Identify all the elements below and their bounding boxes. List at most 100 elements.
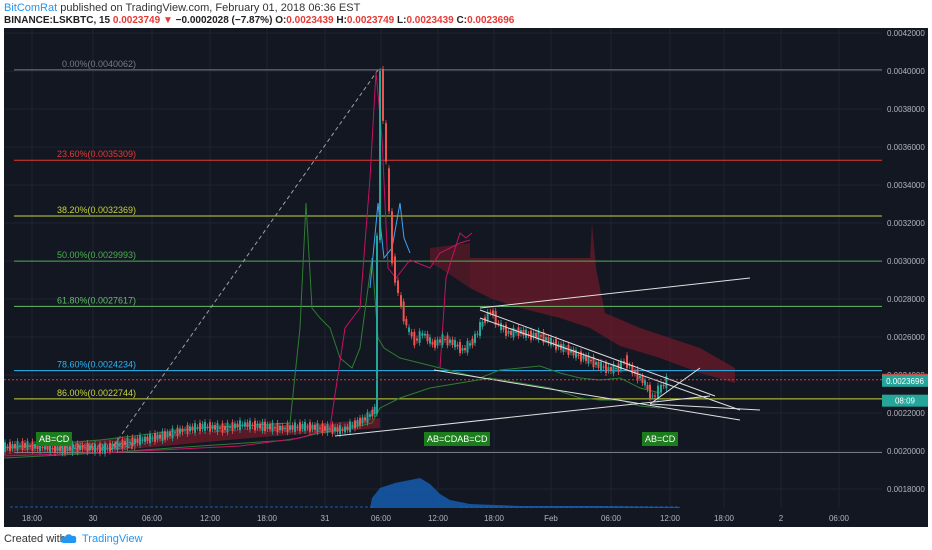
candle-body: [394, 256, 396, 283]
fib-level-label: 78.60%(0.0024234): [57, 360, 136, 370]
volume-bar: [340, 506, 343, 508]
candle-body: [314, 424, 316, 430]
price-chart[interactable]: 0.00%(0.0040062) 23.60%(0.0035309) 38.20%(…: [0, 28, 932, 527]
candle-body: [339, 425, 341, 435]
candle-body: [226, 422, 229, 433]
candle-body: [211, 424, 214, 430]
candle-body: [662, 384, 665, 387]
volume-bar: [45, 506, 48, 508]
wedge-drawings[interactable]: [334, 277, 761, 437]
volume-bar: [490, 506, 493, 508]
candle-body: [69, 446, 71, 451]
close-value: 0.0023696: [467, 15, 515, 26]
wedge-trendline: [649, 403, 761, 411]
fib-trend-line: [109, 69, 379, 452]
candle-body: [71, 443, 74, 453]
candle-body: [221, 423, 224, 433]
fib-level-label: 38.20%(0.0032369): [57, 205, 136, 215]
abcd-annotation-box: [642, 432, 678, 446]
candle-body: [500, 322, 502, 331]
volume-bar: [240, 506, 243, 508]
candle-body: [610, 367, 612, 372]
candle-body: [6, 446, 9, 448]
candle-body: [356, 420, 359, 427]
candle-body: [469, 343, 471, 346]
candle-body: [94, 443, 96, 453]
candle-body: [441, 334, 444, 345]
candle-body: [646, 385, 649, 390]
plot-background: [4, 28, 882, 508]
candle-body: [109, 443, 111, 452]
time-tick-label: 06:00: [142, 514, 163, 523]
price-tick-label: 0.0032000: [887, 219, 925, 228]
volume-bar: [120, 506, 123, 508]
volume-bar: [255, 506, 258, 508]
candle-body: [79, 445, 81, 450]
volume-bar: [525, 506, 528, 508]
price-axis[interactable]: 0.0042000 0.0040000 0.0038000 0.0036000 0.00…: [887, 29, 925, 494]
candle-body: [444, 338, 446, 340]
candle-body: [124, 441, 126, 446]
candle-body: [429, 337, 431, 344]
high-value: 0.0023749: [346, 15, 395, 26]
candle-body: [660, 384, 662, 393]
candle-body: [31, 441, 34, 451]
candle-body: [577, 354, 580, 357]
candle-body: [582, 355, 585, 360]
candle-body: [296, 426, 299, 428]
volume-bar: [310, 506, 313, 508]
candle-body: [597, 361, 600, 368]
volume-bar: [575, 506, 578, 508]
candle-body: [139, 435, 141, 446]
fibonacci-retracement[interactable]: 0.00%(0.0040062) 23.60%(0.0035309) 38.20%(…: [14, 59, 882, 453]
volume-bar: [595, 506, 598, 508]
candle-body: [244, 422, 246, 427]
candle-body: [41, 446, 44, 448]
candle-body: [251, 425, 254, 427]
candle-body: [454, 340, 456, 348]
tradingview-cloud-icon[interactable]: [60, 531, 78, 545]
candle-body: [402, 301, 405, 322]
candle-body: [654, 395, 656, 397]
candle-body: [171, 428, 174, 439]
abcd-annotations[interactable]: AB=CD AB=CDAB=CD AB=CD: [36, 432, 678, 446]
candle-body: [19, 445, 21, 447]
candle-body: [359, 417, 361, 426]
author-link[interactable]: BitComRat: [4, 2, 58, 14]
tradingview-link[interactable]: TradingView: [82, 533, 143, 545]
candle-body: [289, 425, 291, 431]
candle-body: [474, 333, 476, 344]
candle-body: [204, 421, 206, 431]
candle-body: [236, 423, 239, 428]
candle-body: [194, 423, 196, 433]
candle-body: [219, 427, 221, 429]
candle-body: [224, 425, 226, 431]
candle-body: [96, 448, 99, 450]
candle-body: [615, 367, 617, 369]
candle-body: [304, 421, 306, 431]
candle-body: [665, 376, 668, 389]
candle-body: [431, 341, 434, 345]
candle-body: [641, 376, 644, 384]
candle-body: [494, 310, 497, 326]
volume-bar: [290, 506, 293, 508]
footer-bar: Created with TradingView: [0, 527, 932, 550]
time-axis[interactable]: 18:00 30 06:00 12:00 18:00 31 06:00 12:00 18:00 F…: [22, 514, 850, 523]
fib-level-label: 0.00%(0.0040062): [62, 59, 136, 69]
abcd-annotation-label: AB=CD: [39, 434, 70, 444]
fib-level-label: 86.00%(0.0022744): [57, 388, 136, 398]
volume-bar: [60, 506, 63, 508]
candle-body: [316, 423, 319, 433]
volume-bar: [635, 506, 638, 508]
bollinger-band-upper: [3, 202, 661, 449]
volume-bar: [180, 506, 183, 508]
candle-body: [626, 355, 628, 369]
wedge-trendline: [479, 309, 716, 397]
candle-body: [264, 421, 266, 432]
price-change: −0.0002028 (−7.87%): [175, 15, 273, 26]
price-tick-label: 0.0022000: [887, 409, 925, 418]
candle-body: [14, 443, 16, 449]
candle-body: [306, 426, 309, 428]
candle-body: [239, 420, 241, 430]
candle-body: [81, 445, 84, 450]
